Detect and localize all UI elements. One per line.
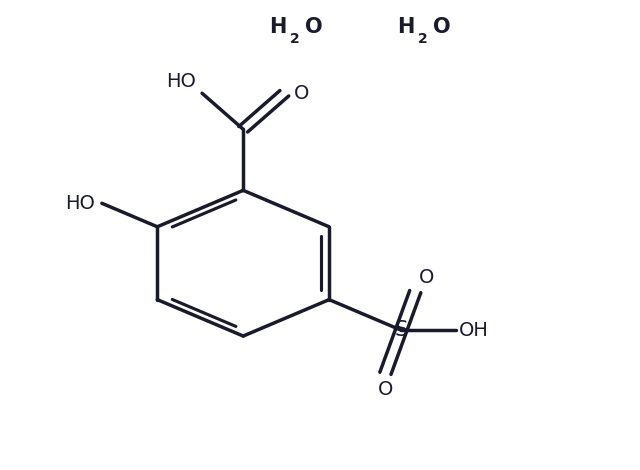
Text: H: H [397, 17, 414, 37]
Text: O: O [378, 380, 393, 400]
Text: O: O [433, 17, 451, 37]
Text: 2: 2 [418, 32, 428, 46]
Text: HO: HO [65, 194, 95, 213]
Text: O: O [305, 17, 323, 37]
Text: O: O [419, 268, 434, 287]
Text: OH: OH [459, 321, 488, 340]
Text: O: O [294, 84, 309, 103]
Text: S: S [394, 320, 408, 340]
Text: H: H [269, 17, 286, 37]
Text: 2: 2 [290, 32, 300, 46]
Text: HO: HO [166, 72, 196, 91]
